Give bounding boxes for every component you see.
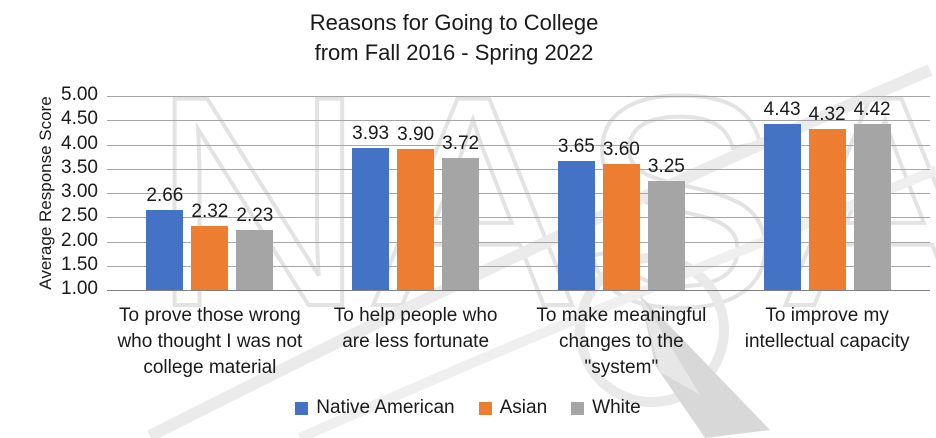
gridline [107, 120, 930, 122]
category-label: To make meaningful changes to the "system" [536, 305, 707, 378]
legend-label: Asian [499, 397, 548, 418]
bar-value-label: 3.65 [557, 136, 595, 158]
bar-group: 2.66 2.32 2.23 [107, 96, 313, 290]
bar-asian: 3.90 [397, 124, 435, 290]
bar-value-label: 4.43 [763, 98, 801, 120]
y-tick-label: 5.00 [61, 84, 98, 105]
chart-title-line2: from Fall 2016 - Spring 2022 [314, 40, 594, 65]
legend-item-white: White [571, 397, 641, 419]
bar-group: 4.43 4.32 4.42 [724, 96, 930, 290]
bar-white: 3.72 [442, 133, 480, 290]
gridline [107, 265, 930, 267]
bar-native-american: 3.93 [352, 123, 390, 290]
legend-swatch [478, 401, 492, 415]
legend-item-asian: Asian [478, 397, 548, 419]
bar-value-label: 3.93 [352, 122, 390, 144]
watermark-arrow [640, 295, 770, 438]
bar-value-label: 3.25 [647, 155, 685, 177]
bar-asian: 2.32 [191, 201, 229, 290]
bar-native-american: 4.43 [763, 99, 801, 290]
bar-white: 4.42 [853, 99, 891, 290]
y-tick-label: 3.00 [61, 181, 98, 202]
bar-value-label: 2.23 [236, 205, 274, 227]
watermark-letters: NASA [150, 33, 936, 369]
legend-item-native-american: Native American [295, 397, 455, 419]
bar-group: 3.93 3.90 3.72 [313, 96, 519, 290]
y-tick-label: 2.50 [61, 205, 98, 227]
gridline [107, 217, 930, 219]
gridline [107, 96, 930, 97]
plot-area: 2.66 2.32 2.23 3.93 3.90 3.72 3.65 3.60 3.25 4.43… [107, 96, 930, 291]
y-tick-label: 1.00 [61, 278, 98, 299]
legend: Native American Asian White [0, 397, 936, 419]
legend-label: White [592, 397, 641, 418]
legend-swatch [295, 401, 309, 415]
category-label: To help people who are less fortunate [333, 305, 498, 352]
bar-value-label: 4.32 [808, 103, 846, 125]
y-tick-label: 1.50 [61, 253, 98, 275]
x-axis-labels: To prove those wrong who thought I was no… [107, 303, 930, 381]
legend-label: Native American [316, 397, 455, 418]
bar-asian: 4.32 [808, 104, 846, 290]
bar-white: 3.25 [647, 156, 685, 290]
chart-title-line1: Reasons for Going to College [309, 10, 599, 35]
bar-value-label: 3.60 [602, 138, 640, 160]
x-axis-line [107, 290, 930, 291]
bar-native-american: 3.65 [557, 136, 595, 290]
bar-native-american: 2.66 [146, 185, 184, 290]
watermark-arrow-notch [640, 295, 700, 395]
chart-title: Reasons for Going to College from Fall 2… [0, 8, 908, 68]
gridline [107, 193, 930, 194]
bar-value-label: 3.72 [442, 133, 480, 155]
gridline [107, 241, 930, 243]
bar-value-label: 3.90 [397, 124, 435, 146]
bar-white: 2.23 [236, 205, 274, 290]
category-label: To prove those wrong who thought I was no… [117, 305, 303, 378]
bar-asian: 3.60 [602, 139, 640, 290]
y-tick-label: 4.50 [61, 108, 98, 130]
bar-value-label: 2.32 [191, 200, 229, 222]
bar-value-label: 4.42 [853, 99, 891, 121]
legend-swatch [571, 401, 585, 415]
bar-groups: 2.66 2.32 2.23 3.93 3.90 3.72 3.65 3.60 3.25 4.43… [107, 96, 930, 290]
bar-group: 3.65 3.60 3.25 [519, 96, 725, 290]
gridline [107, 144, 930, 146]
y-tick-label: 3.50 [61, 156, 98, 178]
bar-value-label: 2.66 [146, 184, 184, 206]
y-tick-label: 4.00 [61, 132, 98, 154]
gridline [107, 168, 930, 170]
y-tick-label: 2.00 [61, 229, 98, 251]
category-label: To improve my intellectual capacity [744, 305, 910, 352]
